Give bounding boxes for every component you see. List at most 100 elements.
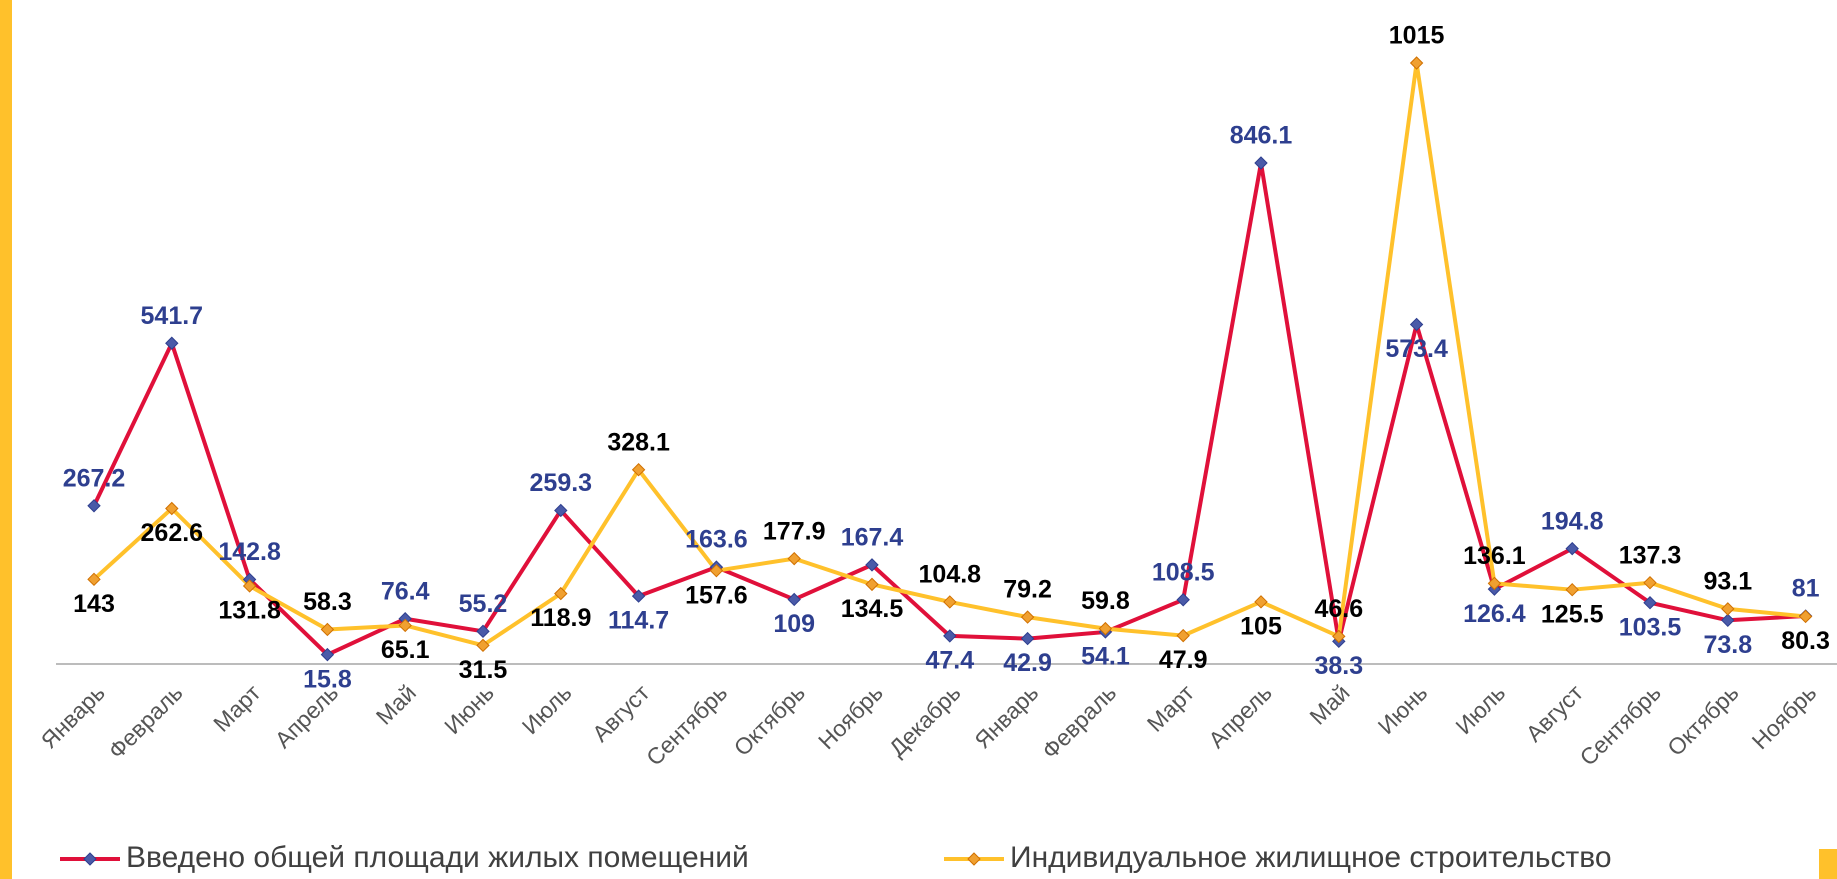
x-tick-label: Май <box>1304 679 1354 729</box>
data-label: 104.8 <box>919 561 982 589</box>
x-tick-label: Апрель <box>1203 679 1277 753</box>
data-label: 42.9 <box>1003 649 1052 677</box>
data-label: 118.9 <box>530 604 591 632</box>
series-line <box>92 61 1806 648</box>
data-label: 105 <box>1240 612 1282 640</box>
point-marker <box>320 622 335 637</box>
data-label: 194.8 <box>1541 507 1604 535</box>
point-marker <box>1565 582 1579 597</box>
legend-marker <box>967 852 981 866</box>
data-label: 55.2 <box>459 590 508 618</box>
point-marker <box>554 586 568 601</box>
point-marker <box>787 592 801 607</box>
point-marker <box>476 624 490 639</box>
data-label: 114.7 <box>608 607 669 635</box>
data-label: 1015 <box>1389 22 1445 50</box>
point-marker <box>554 503 568 518</box>
data-label: 142.8 <box>218 538 281 566</box>
data-label: 259.3 <box>530 469 593 497</box>
data-label: 177.9 <box>763 517 826 545</box>
x-tick-label: Июль <box>517 679 577 739</box>
x-tick-label: Декабрь <box>884 679 966 761</box>
point-marker <box>398 618 412 633</box>
point-marker <box>1721 613 1735 628</box>
point-marker <box>1409 56 1424 70</box>
point-marker <box>1020 631 1035 646</box>
data-label: 262.6 <box>141 519 204 547</box>
data-label: 267.2 <box>63 464 126 492</box>
data-label: 157.6 <box>685 581 748 609</box>
data-label: 47.9 <box>1159 646 1208 674</box>
legend-marker <box>83 852 97 866</box>
data-label: 58.3 <box>303 588 352 616</box>
point-marker <box>87 499 101 513</box>
x-tick-label: Октябрь <box>1662 679 1743 760</box>
data-label: 131.8 <box>218 597 281 625</box>
x-tick-label: Июль <box>1450 679 1510 739</box>
point-marker <box>1098 621 1113 636</box>
data-label: 80.3 <box>1781 627 1830 655</box>
point-marker <box>1565 541 1579 556</box>
data-label: 38.3 <box>1314 652 1363 680</box>
data-label: 143 <box>73 590 115 618</box>
point-marker <box>87 572 101 587</box>
point-marker <box>1332 629 1346 644</box>
data-label: 137.3 <box>1619 541 1682 569</box>
x-tick-label: Май <box>371 679 421 729</box>
corner-block <box>1819 849 1837 879</box>
legend-label: Введено общей площади жилых помещений <box>126 841 749 874</box>
x-tick-label: Март <box>1142 679 1200 737</box>
data-label: 108.5 <box>1152 558 1215 586</box>
x-tick-label: Август <box>1521 679 1589 747</box>
point-marker <box>1487 576 1502 591</box>
data-label: 31.5 <box>459 656 508 684</box>
point-marker <box>1721 602 1735 616</box>
data-label: 79.2 <box>1003 576 1052 604</box>
data-label: 73.8 <box>1703 631 1752 659</box>
x-tick-label: Февраль <box>103 679 187 763</box>
point-marker <box>787 551 801 566</box>
data-label: 846.1 <box>1230 122 1293 150</box>
point-marker <box>165 336 179 350</box>
data-label: 76.4 <box>381 577 430 605</box>
data-label: 125.5 <box>1541 600 1604 628</box>
side-bar <box>0 0 12 879</box>
data-label: 163.6 <box>685 526 748 554</box>
x-tick-label: Ноябрь <box>1747 679 1822 754</box>
data-label: 328.1 <box>607 428 670 456</box>
data-label: 103.5 <box>1619 613 1682 641</box>
x-tick-label: Июнь <box>1373 679 1433 739</box>
point-marker <box>1020 610 1035 624</box>
data-label: 136.1 <box>1463 542 1526 570</box>
point-marker <box>1254 156 1268 170</box>
point-marker <box>1176 593 1190 607</box>
point-marker <box>242 579 257 593</box>
data-label: 134.5 <box>841 595 904 623</box>
x-tick-label: Август <box>587 679 655 747</box>
data-label: 47.4 <box>925 647 974 675</box>
point-marker <box>943 629 957 643</box>
x-tick-label: Ноябрь <box>813 679 888 754</box>
point-marker <box>320 647 335 662</box>
point-marker <box>1643 575 1657 590</box>
data-label: 126.4 <box>1463 600 1526 628</box>
point-marker <box>865 577 879 592</box>
point-marker <box>631 463 646 477</box>
data-label: 46.6 <box>1314 595 1363 623</box>
point-marker <box>165 501 179 516</box>
point-marker <box>943 595 957 609</box>
point-marker <box>1798 609 1813 624</box>
x-tick-label: Июнь <box>439 679 499 739</box>
point-marker <box>631 589 646 603</box>
data-label: 541.7 <box>141 302 204 330</box>
x-tick-label: Октябрь <box>729 679 810 760</box>
x-tick-label: Январь <box>969 679 1043 753</box>
data-label: 15.8 <box>303 665 352 693</box>
point-marker <box>1254 595 1268 609</box>
x-tick-label: Февраль <box>1037 679 1121 763</box>
x-tick-label: Январь <box>36 679 110 753</box>
data-label: 93.1 <box>1703 567 1752 595</box>
data-label: 167.4 <box>841 523 904 551</box>
